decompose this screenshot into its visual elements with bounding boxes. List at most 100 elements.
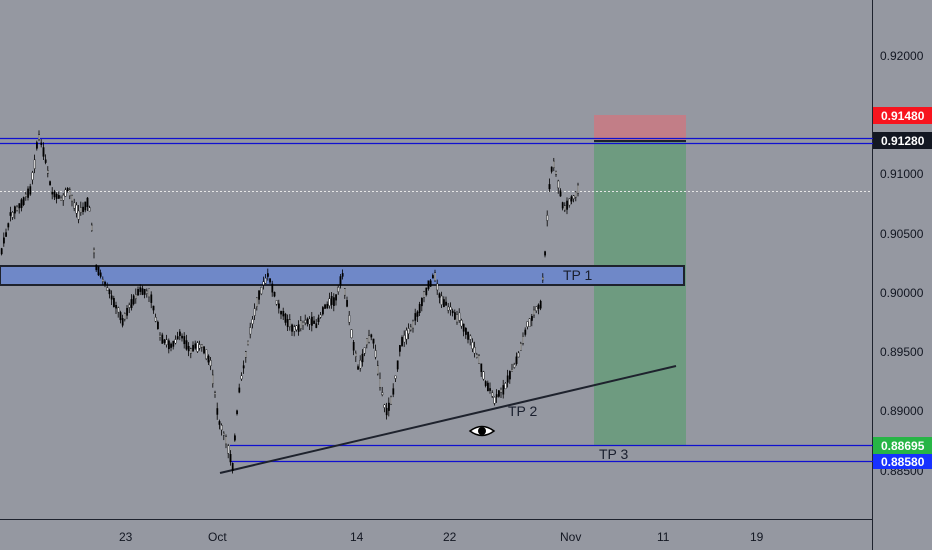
candle-body bbox=[44, 159, 47, 163]
price-axis[interactable]: 0.92000 0.91000 0.90500 0.90000 0.89500 … bbox=[880, 49, 924, 478]
candle-body bbox=[304, 319, 307, 324]
candle-body bbox=[438, 293, 441, 298]
candle-body bbox=[440, 295, 443, 305]
time-axis[interactable]: 23 Oct 14 22 Nov 11 19 bbox=[119, 530, 764, 544]
candle-body bbox=[183, 336, 186, 345]
candle-body bbox=[333, 297, 335, 306]
candle-body bbox=[300, 320, 302, 330]
candle-body bbox=[504, 383, 507, 389]
price-tick: 0.91000 bbox=[880, 167, 924, 181]
candle-body bbox=[25, 193, 27, 197]
candle-body bbox=[445, 301, 447, 306]
candle-body bbox=[161, 334, 164, 344]
take-profit-zone[interactable] bbox=[594, 141, 686, 446]
candle-body bbox=[60, 197, 63, 201]
candle-body bbox=[82, 206, 85, 212]
candle-body bbox=[88, 207, 91, 212]
candle-body bbox=[335, 294, 337, 301]
candle-body bbox=[377, 365, 379, 375]
candle-body bbox=[27, 188, 29, 198]
candle-body bbox=[390, 396, 392, 405]
candle-body bbox=[5, 232, 8, 237]
candle-body bbox=[225, 436, 227, 445]
candle-body bbox=[577, 184, 580, 194]
candle-body bbox=[134, 294, 137, 300]
candle-body bbox=[86, 197, 89, 208]
candle-body bbox=[429, 280, 432, 287]
candle-body bbox=[511, 369, 513, 372]
candle-body bbox=[16, 206, 18, 211]
candle-body bbox=[315, 323, 318, 328]
candle-body bbox=[368, 335, 370, 343]
candle-body bbox=[101, 278, 104, 282]
candle-body bbox=[526, 321, 529, 327]
candle-body bbox=[198, 344, 201, 349]
rising-trendline[interactable] bbox=[219, 365, 677, 474]
candle-body bbox=[544, 251, 547, 256]
candle-body bbox=[29, 186, 32, 195]
candle-body bbox=[11, 212, 14, 218]
candle-body bbox=[152, 305, 155, 311]
candle-body bbox=[423, 291, 425, 298]
candle-body bbox=[462, 323, 465, 332]
candle-body bbox=[128, 304, 131, 308]
candle-body bbox=[458, 312, 461, 321]
candle-body bbox=[145, 290, 148, 294]
candle-body bbox=[399, 345, 401, 352]
candle-body bbox=[324, 304, 326, 309]
candle-body bbox=[229, 454, 232, 463]
stop-loss-zone[interactable] bbox=[594, 115, 686, 141]
tp3-label: TP 3 bbox=[599, 446, 629, 462]
candle-body bbox=[31, 172, 34, 180]
candle-body bbox=[3, 237, 5, 244]
candle-body bbox=[539, 300, 542, 309]
candle-body bbox=[227, 445, 230, 454]
price-tick: 0.89000 bbox=[880, 404, 924, 418]
candle-body bbox=[372, 338, 375, 344]
candle-body bbox=[119, 312, 122, 321]
candle-body bbox=[203, 346, 205, 354]
candle-body bbox=[291, 324, 293, 332]
candle-body bbox=[412, 320, 414, 329]
candle-body bbox=[150, 294, 153, 303]
candle-body bbox=[55, 193, 58, 199]
candle-body bbox=[93, 249, 96, 254]
candle-body bbox=[220, 425, 223, 431]
candle-body bbox=[181, 335, 183, 339]
candle-body bbox=[553, 160, 555, 168]
price-tick: 0.89500 bbox=[880, 345, 924, 359]
candle-body bbox=[436, 283, 439, 291]
svg-text:0.91280: 0.91280 bbox=[881, 134, 925, 148]
candle-body bbox=[139, 287, 142, 292]
candle-body bbox=[174, 339, 177, 344]
candle-body bbox=[267, 273, 269, 277]
candle-body bbox=[416, 311, 419, 317]
candle-body bbox=[537, 304, 540, 309]
candle-body bbox=[200, 344, 203, 348]
candle-body bbox=[130, 299, 133, 309]
candle-body bbox=[337, 287, 340, 292]
candle-body bbox=[498, 390, 500, 397]
candle-body bbox=[36, 142, 38, 149]
candle-body bbox=[264, 277, 267, 284]
candle-body bbox=[432, 275, 434, 279]
candle-body bbox=[379, 378, 381, 388]
candle-body bbox=[106, 287, 109, 291]
candle-body bbox=[75, 204, 78, 214]
tp2-label: TP 2 bbox=[508, 403, 538, 419]
candle-body bbox=[170, 343, 172, 348]
candle-body bbox=[148, 288, 150, 298]
candle-body bbox=[289, 319, 291, 328]
candle-body bbox=[189, 348, 192, 354]
candle-body bbox=[196, 342, 199, 352]
svg-text:0.91480: 0.91480 bbox=[881, 109, 925, 123]
candle-body bbox=[159, 334, 161, 338]
candle-body bbox=[414, 313, 417, 321]
candle-body bbox=[141, 288, 144, 295]
candle-body bbox=[249, 327, 252, 335]
candle-body bbox=[165, 339, 168, 345]
eye-icon[interactable] bbox=[468, 425, 496, 437]
candle-body bbox=[383, 404, 386, 408]
